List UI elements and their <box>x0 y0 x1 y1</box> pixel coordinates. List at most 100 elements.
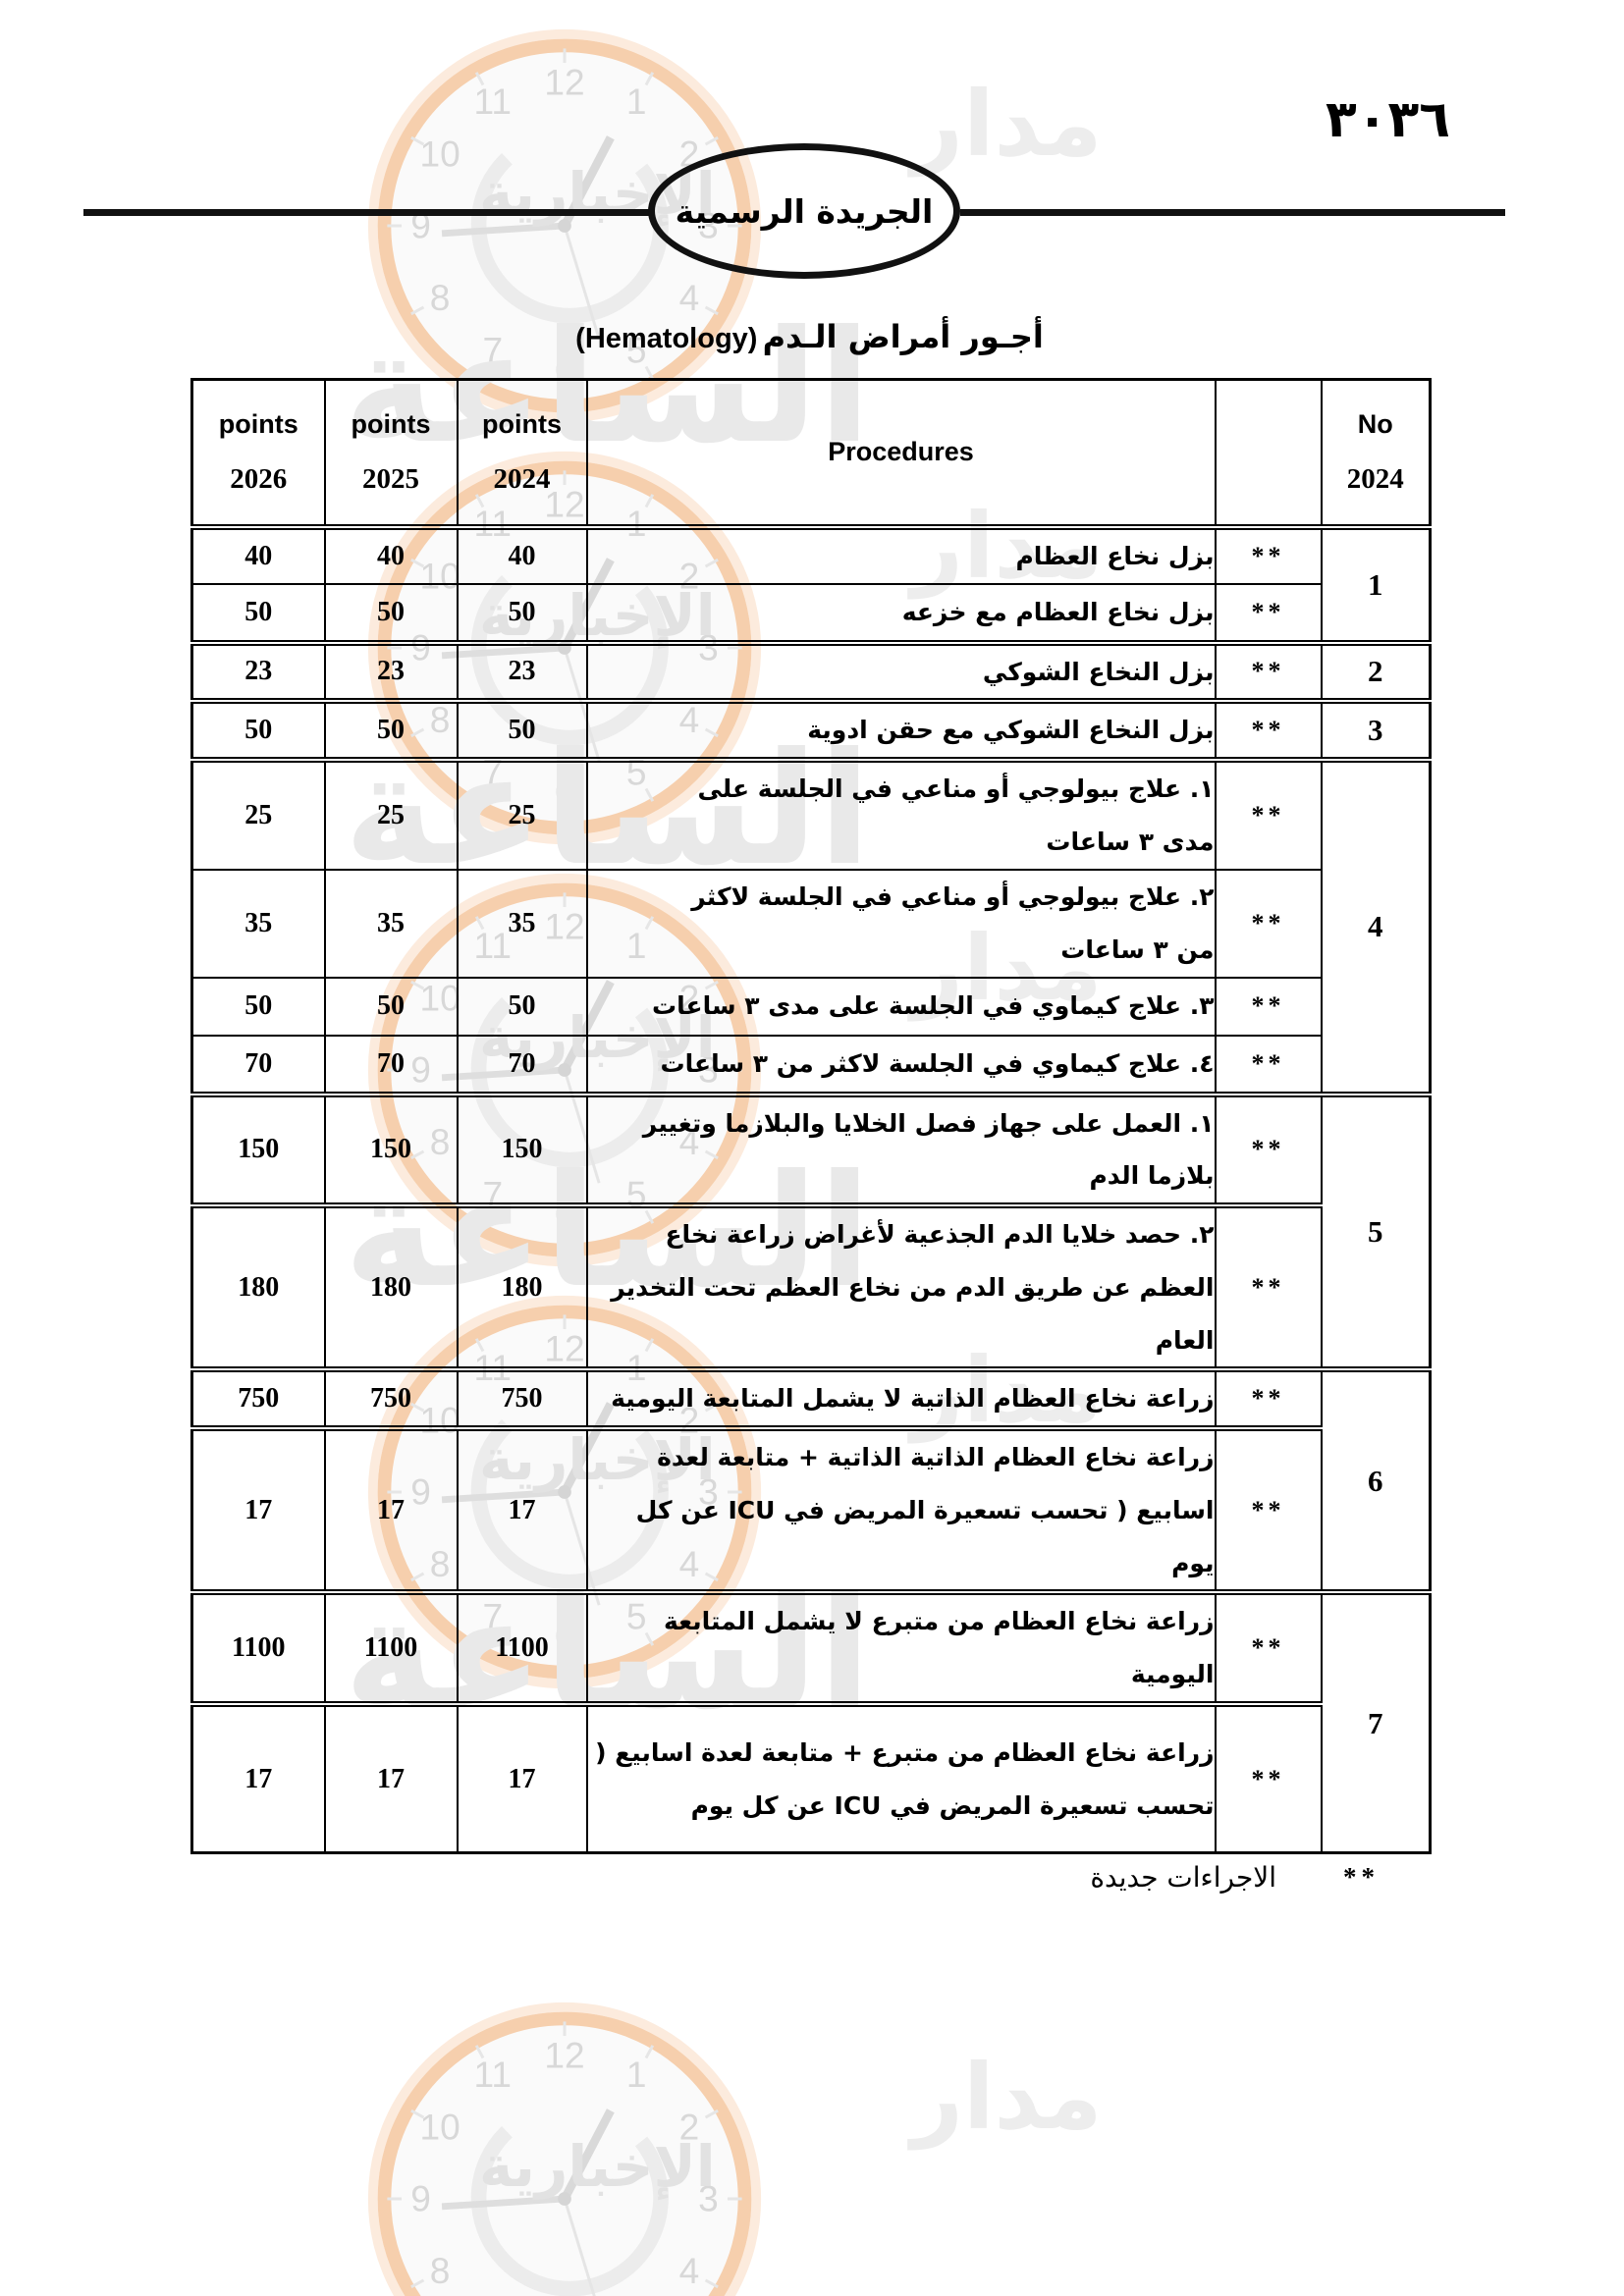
new-procedure-stars: ** <box>1214 698 1323 761</box>
points-2024-cell: 17 <box>456 1700 588 1854</box>
new-procedure-stars: ** <box>1214 868 1323 979</box>
points-2026-cell: 50 <box>190 976 326 1037</box>
watermark-alsaa-text: الساعة <box>344 2270 871 2296</box>
procedure-cell: زراعة نخاع العظام من متبرع لا يشمل المتا… <box>585 1589 1217 1705</box>
table-row: 25 25 25 ١. علاج بيولوجي أو مناعي في الج… <box>190 757 1432 1095</box>
procedure-cell: ١. العمل على جهاز فصل الخلايا والبلازما … <box>585 1091 1217 1206</box>
table-row: 70 70 70 ٤. علاج كيماوي في الجلسة لاكثر … <box>190 1034 1431 1095</box>
new-procedure-stars: ** <box>1214 1091 1323 1206</box>
points-2025-cell: 23 <box>323 639 459 703</box>
footnote: ** الاجراءات جديدة <box>1090 1861 1380 1894</box>
points-2025-cell: 35 <box>323 868 459 979</box>
points-2026-cell: 23 <box>190 639 326 703</box>
procedure-cell: ١. علاج بيولوجي أو مناعي في الجلسة على م… <box>585 757 1217 871</box>
table-row: 150 150 150 ١. العمل على جهاز فصل الخلاي… <box>190 1091 1432 1371</box>
clock-icon <box>363 1998 766 2296</box>
points-2026-cell: 17 <box>190 1700 326 1854</box>
points-2024-cell: 150 <box>456 1091 588 1206</box>
col-header-points-2025: points 2025 <box>323 378 459 530</box>
table-row: 50 50 50 بزل نخاع العظام مع خزعه ** <box>190 582 1431 644</box>
points-2026-cell: 750 <box>190 1366 326 1429</box>
points-2026-cell: 180 <box>190 1201 326 1371</box>
row-number-cell: 5 <box>1320 1091 1432 1371</box>
row-number-cell: 7 <box>1320 1589 1432 1854</box>
watermark-alikhbariya-text: الإخبارية <box>479 2133 716 2200</box>
new-procedure-stars: ** <box>1214 1366 1323 1429</box>
title-english: (Hematology) <box>575 323 758 354</box>
col-header-points-2026: points 2026 <box>190 378 326 530</box>
procedure-cell: بزل النخاع الشوكي <box>585 639 1217 703</box>
table-row: 17 17 17 زراعة نخاع العظام من متبرع + مت… <box>190 1700 1431 1854</box>
row-number-cell: 3 <box>1320 698 1432 761</box>
new-procedure-stars: ** <box>1214 1700 1323 1854</box>
row-number-cell: 1 <box>1320 525 1432 644</box>
new-procedure-stars: ** <box>1214 582 1323 644</box>
points-2024-cell: 50 <box>456 582 588 644</box>
watermark-madar-text: مدار <box>911 2045 1103 2150</box>
points-2025-cell: 25 <box>323 757 459 871</box>
procedure-cell: بزل نخاع العظام مع خزعه <box>585 582 1217 644</box>
points-2025-cell: 17 <box>323 1700 459 1854</box>
points-2024-cell: 50 <box>456 698 588 761</box>
points-2026-cell: 17 <box>190 1424 326 1594</box>
title-arabic: أجـور أمراض الـدم <box>762 318 1044 355</box>
new-procedure-stars: ** <box>1214 639 1323 703</box>
points-2025-cell: 50 <box>323 698 459 761</box>
points-2026-cell: 1100 <box>190 1589 326 1705</box>
points-2024-cell: 17 <box>456 1424 588 1594</box>
row-number-cell: 2 <box>1320 639 1432 703</box>
table-row: 50 50 50 ٣. علاج كيماوي في الجلسة على مد… <box>190 976 1431 1037</box>
points-2026-cell: 50 <box>190 698 326 761</box>
points-2025-cell: 180 <box>323 1201 459 1371</box>
points-2024-cell: 23 <box>456 639 588 703</box>
gazette-oval-stamp: الجريدة الرسمية <box>648 143 960 279</box>
procedure-cell: بزل النخاع الشوكي مع حقن ادوية <box>585 698 1217 761</box>
points-2024-cell: 25 <box>456 757 588 871</box>
points-2025-cell: 1100 <box>323 1589 459 1705</box>
page-number: ٣٠٣٦ <box>1326 90 1450 149</box>
new-procedure-stars: ** <box>1214 1589 1323 1705</box>
points-2025-cell: 50 <box>323 582 459 644</box>
row-number-cell: 4 <box>1320 757 1432 1095</box>
new-procedure-stars: ** <box>1214 1034 1323 1095</box>
table-row: 23 23 23 بزل النخاع الشوكي ** 2 <box>190 639 1432 703</box>
footnote-label: الاجراءات جديدة <box>1090 1861 1276 1894</box>
procedure-cell: زراعة نخاع العظام من متبرع + متابعة لعدة… <box>585 1700 1217 1854</box>
page-title: أجـور أمراض الـدم (Hematology) <box>190 318 1429 355</box>
points-2024-cell: 70 <box>456 1034 588 1095</box>
table-row: 40 40 40 بزل نخاع العظام ** 1 <box>190 525 1432 644</box>
new-procedure-stars: ** <box>1214 976 1323 1037</box>
points-2025-cell: 150 <box>323 1091 459 1206</box>
header-rule-right <box>960 209 1505 216</box>
procedure-cell: ٢. حصد خلايا الدم الجذعية لأغراض زراعة ن… <box>585 1201 1217 1371</box>
col-header-new-flag <box>1214 378 1323 530</box>
points-2026-cell: 40 <box>190 525 326 585</box>
footnote-stars: ** <box>1343 1862 1380 1892</box>
points-2024-cell: 40 <box>456 525 588 585</box>
new-procedure-stars: ** <box>1214 1424 1323 1594</box>
points-2025-cell: 750 <box>323 1366 459 1429</box>
points-2025-cell: 50 <box>323 976 459 1037</box>
table-row: 35 35 35 ٢. علاج بيولوجي أو مناعي في الج… <box>190 868 1431 979</box>
points-2026-cell: 150 <box>190 1091 326 1206</box>
procedure-cell: بزل نخاع العظام <box>585 525 1217 585</box>
table-row: 17 17 17 زراعة نخاع العظام الذاتية الذات… <box>190 1424 1431 1594</box>
col-header-no-2024: No 2024 <box>1320 378 1432 530</box>
col-header-points-2024: points 2024 <box>456 378 588 530</box>
points-2024-cell: 180 <box>456 1201 588 1371</box>
procedure-cell: زراعة نخاع العظام الذاتية لا يشمل المتاب… <box>585 1366 1217 1429</box>
gazette-label: الجريدة الرسمية <box>675 191 934 231</box>
table-row: 180 180 180 ٢. حصد خلايا الدم الجذعية لأ… <box>190 1201 1431 1371</box>
procedure-cell: ٢. علاج بيولوجي أو مناعي في الجلسة لاكثر… <box>585 868 1217 979</box>
new-procedure-stars: ** <box>1214 525 1323 585</box>
table-row: 750 750 750 زراعة نخاع العظام الذاتية لا… <box>190 1366 1432 1594</box>
watermark-tile: مدار الإخبارية الساعة <box>304 1998 1103 2296</box>
points-2025-cell: 17 <box>323 1424 459 1594</box>
new-procedure-stars: ** <box>1214 757 1323 871</box>
new-procedure-stars: ** <box>1214 1201 1323 1371</box>
points-2026-cell: 35 <box>190 868 326 979</box>
header-rule-left <box>83 209 653 216</box>
points-2026-cell: 25 <box>190 757 326 871</box>
procedure-cell: ٣. علاج كيماوي في الجلسة على مدى ٣ ساعات <box>585 976 1217 1037</box>
table-header-row: points 2026 points 2025 points 2024 Proc… <box>190 378 1432 530</box>
